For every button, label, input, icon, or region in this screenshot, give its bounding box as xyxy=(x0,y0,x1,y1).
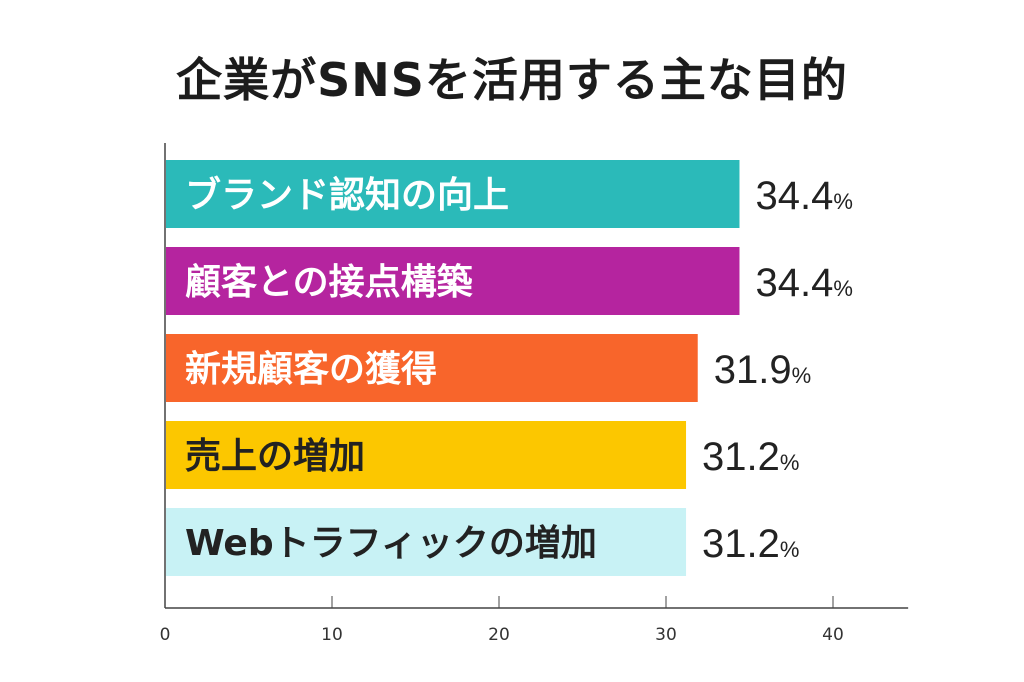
x-tick-label: 0 xyxy=(160,625,171,645)
x-tick-label: 20 xyxy=(488,625,510,645)
value-unit: % xyxy=(780,450,800,475)
bar xyxy=(166,160,740,228)
x-tick-label: 10 xyxy=(321,625,343,645)
bar xyxy=(166,334,698,402)
bar-category-label: 売上の増加 xyxy=(185,436,365,477)
bar-category-label: 新規顧客の獲得 xyxy=(185,349,437,390)
value-number: 34.4 xyxy=(755,174,833,218)
value-unit: % xyxy=(833,189,853,214)
bar-category-label: 顧客との接点構築 xyxy=(185,262,474,303)
value-unit: % xyxy=(780,537,800,562)
bar-value-label: 34.4% xyxy=(755,174,852,218)
bar-value-label: 34.4% xyxy=(755,261,852,305)
x-tick-label: 40 xyxy=(822,625,844,645)
bar-category-label: ブランド認知の向上 xyxy=(185,174,509,216)
chart-title: 企業がSNSを活用する主な目的 xyxy=(176,53,848,107)
value-number: 31.2 xyxy=(702,435,780,479)
bar xyxy=(166,421,687,489)
x-tick-label: 30 xyxy=(655,625,677,645)
bar-value-label: 31.2% xyxy=(702,435,799,479)
value-unit: % xyxy=(792,363,812,388)
value-number: 31.9 xyxy=(714,348,792,392)
bar-category-label: Webトラフィックの増加 xyxy=(185,523,597,564)
bar-value-label: 31.9% xyxy=(714,348,811,392)
value-number: 34.4 xyxy=(755,261,833,305)
value-unit: % xyxy=(833,276,853,301)
value-number: 31.2 xyxy=(702,522,780,566)
bar-value-label: 31.2% xyxy=(702,522,799,566)
bar xyxy=(166,247,740,315)
bar xyxy=(166,508,687,576)
